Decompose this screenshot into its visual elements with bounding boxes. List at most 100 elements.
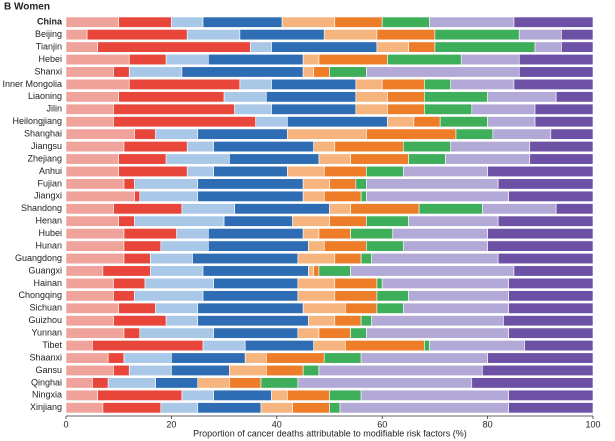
bar-segment (181, 66, 304, 78)
bar-segment (518, 29, 562, 41)
bar-segment (97, 389, 183, 401)
y-tick-label: Anhui (39, 166, 62, 176)
y-tick-label: Inner Mongolia (2, 79, 62, 89)
bar-segment (134, 190, 141, 202)
bar-segment (424, 103, 473, 115)
bar-segment (429, 340, 525, 352)
bar-segment (213, 389, 272, 401)
bar-segment (439, 116, 488, 128)
bar-segment (197, 178, 304, 190)
bar-segment (207, 240, 309, 252)
y-tick-label: Shanxi (34, 66, 62, 76)
bar-segment (318, 153, 351, 165)
bar-segment (297, 277, 336, 289)
bar-segment (260, 377, 299, 389)
bar-segment (107, 377, 156, 389)
bar-segment (165, 315, 199, 327)
bar-segment (355, 91, 388, 103)
y-tick-label: Shaanxi (29, 352, 62, 362)
bar-segment (118, 165, 188, 177)
bar-segment (318, 54, 388, 66)
bar-segment (65, 290, 114, 302)
x-tick-label: 20 (166, 419, 176, 429)
bar-segment (450, 78, 515, 90)
bar-segment (113, 116, 257, 128)
x-axis-label: Proportion of cancer deaths attributable… (193, 428, 467, 438)
bar-segment (65, 103, 114, 115)
bar-segment (534, 103, 594, 115)
bar-segment (128, 66, 183, 78)
bar-segment (487, 116, 536, 128)
bar-segment (561, 41, 594, 53)
bar-segment (339, 402, 509, 414)
y-tick-label: Hainan (33, 278, 62, 288)
bar-segment (308, 265, 314, 277)
bar-segment (292, 215, 330, 227)
bar-segment (65, 54, 130, 66)
bar-segment (329, 66, 367, 78)
bar-segment (318, 327, 351, 339)
bar-segment (308, 240, 325, 252)
bar-segment (360, 315, 372, 327)
bar-segment (329, 389, 362, 401)
bar-segment (213, 141, 314, 153)
bar-segment (155, 302, 199, 314)
bar-segment (160, 240, 209, 252)
bar-segment (350, 153, 409, 165)
bar-segment (186, 29, 241, 41)
bar-segment (508, 190, 594, 202)
y-tick-label: Hunan (35, 240, 62, 250)
bar-segment (107, 352, 125, 364)
bar-segment (497, 178, 594, 190)
bar-segment (329, 178, 357, 190)
y-tick-label: Fujian (37, 178, 62, 188)
bar-segment (65, 377, 93, 389)
bar-segment (234, 203, 330, 215)
bar-segment (561, 29, 594, 41)
bar-segment (139, 190, 199, 202)
y-tick-label: Jilin (46, 104, 62, 114)
bar-segment (271, 103, 357, 115)
bar-segment (160, 402, 199, 414)
bar-segment (287, 165, 325, 177)
bar-segment (207, 228, 304, 240)
y-tick-label: Jiangsu (31, 141, 62, 151)
y-tick-label: Henan (35, 216, 62, 226)
bar-segment (234, 103, 272, 115)
bar-segment (355, 178, 367, 190)
bar-segment (202, 340, 246, 352)
bar-segment (513, 78, 594, 90)
bar-segment (360, 352, 488, 364)
bar-segment (65, 116, 114, 128)
bar-segment (113, 103, 235, 115)
bar-segment (118, 215, 135, 227)
bar-segment (345, 340, 425, 352)
bar-segment (334, 253, 362, 265)
bar-segment (287, 116, 388, 128)
bar-segment (387, 116, 415, 128)
bar-segment (65, 178, 125, 190)
bar-segment (265, 91, 357, 103)
bar-segment (297, 377, 473, 389)
y-tick-label: Hebei (38, 54, 62, 64)
bar-segment (181, 203, 235, 215)
bar-segment (323, 240, 367, 252)
bar-segment (113, 203, 183, 215)
bar-segment (302, 228, 320, 240)
bar-segment (186, 165, 214, 177)
bar-segment (302, 54, 320, 66)
bar-segment (376, 41, 409, 53)
bar-segment (518, 66, 594, 78)
bar-segment (334, 141, 404, 153)
bar-segment (65, 228, 125, 240)
bar-segment (366, 327, 509, 339)
bar-segment (229, 364, 267, 376)
y-tick-label: Yunnan (31, 328, 62, 338)
bar-segment (408, 290, 509, 302)
bar-segment (460, 54, 520, 66)
bar-segment (102, 265, 151, 277)
bar-segment (508, 277, 594, 289)
y-tick-label: Tianjin (36, 41, 62, 51)
bar-segment (555, 91, 594, 103)
bar-segment (213, 277, 299, 289)
